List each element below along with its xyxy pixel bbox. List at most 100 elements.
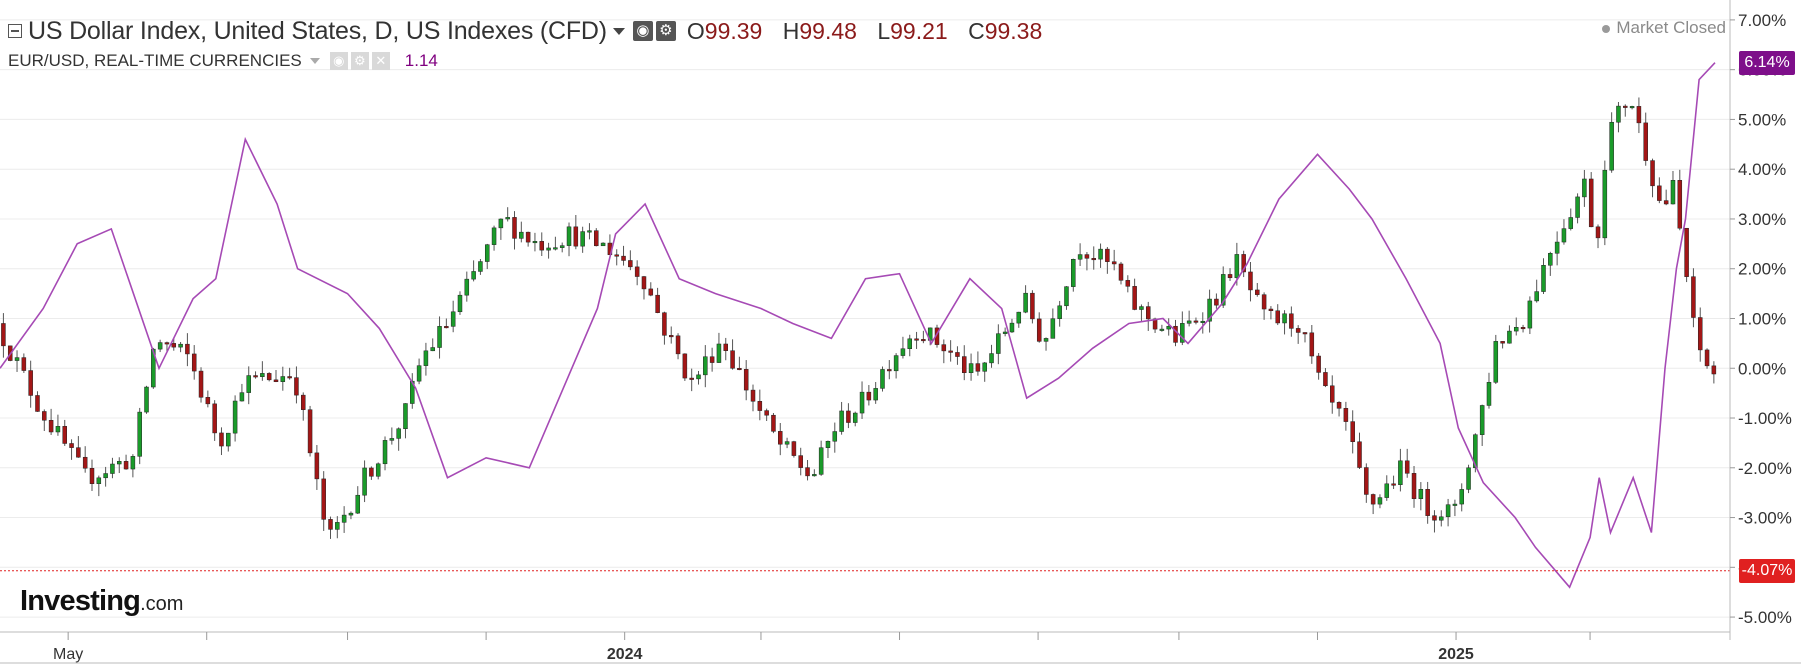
candle-up (703, 356, 708, 376)
candle-up (1057, 305, 1062, 319)
candle-down (764, 410, 769, 416)
candle-down (212, 403, 217, 434)
candle-up (852, 412, 858, 423)
candle-up (1200, 320, 1206, 323)
candle-down (1214, 298, 1219, 306)
candle-up (1234, 254, 1240, 279)
candle-down (164, 342, 170, 345)
collapse-icon[interactable] (8, 24, 22, 38)
candle-down (1193, 320, 1199, 323)
candle-up (232, 400, 238, 434)
eurusd-last-value-badge: 6.14% (1739, 50, 1795, 75)
candle-up (103, 473, 108, 479)
candle-down (846, 410, 851, 423)
eye-icon[interactable]: ◉ (329, 52, 348, 70)
candle-down (1500, 341, 1505, 344)
candle-up (1507, 330, 1512, 344)
candle-up (880, 369, 885, 389)
candle-up (812, 474, 817, 477)
candle-down (1261, 294, 1267, 310)
candle-down (1704, 349, 1710, 367)
caret-down-icon[interactable] (612, 27, 625, 35)
candle-down (737, 368, 742, 371)
candle-up (1561, 228, 1567, 243)
main-series-title[interactable]: US Dollar Index, United States, D, US In… (28, 16, 607, 45)
candle-up (1527, 300, 1533, 329)
candle-up (396, 428, 401, 439)
candle-up (1166, 325, 1171, 330)
candle-down (1173, 325, 1178, 343)
candle-up (519, 231, 524, 239)
candle-down (1295, 328, 1301, 333)
compare-series-value: 1.14 (404, 51, 438, 70)
ohlc-open-value: 99.39 (704, 17, 763, 44)
candle-down (641, 276, 647, 290)
candle-up (341, 514, 347, 523)
candle-down (512, 217, 517, 239)
candle-up (14, 357, 20, 361)
candle-up (1629, 106, 1635, 109)
candle-up (716, 343, 722, 363)
candle-down (1425, 489, 1430, 516)
candle-down (1105, 248, 1110, 262)
candle-down (1643, 122, 1648, 161)
candle-down (689, 377, 694, 380)
candle-up (1486, 382, 1492, 406)
candle-down (866, 391, 872, 401)
candle-down (771, 414, 776, 432)
candle-down (1241, 254, 1246, 273)
candle-up (1002, 331, 1008, 334)
ohlc-low-value: 99.21 (890, 17, 948, 44)
gear-icon[interactable]: ⚙ (350, 52, 369, 70)
close-icon[interactable]: ✕ (371, 52, 390, 70)
candle-up (989, 353, 994, 364)
candle-down (1036, 318, 1042, 342)
market-status: Market Closed (1602, 18, 1726, 38)
candle-down (1391, 483, 1396, 486)
candle-up (1377, 497, 1383, 505)
candle-up (580, 231, 585, 247)
candle-down (171, 343, 177, 348)
ohlc-low-key: L (877, 17, 891, 44)
candle-up (362, 467, 367, 496)
candle-down (975, 363, 981, 372)
candle-up (110, 463, 115, 474)
y-tick-label: 5.00% (1738, 110, 1786, 129)
candle-down (273, 379, 279, 382)
candle-down (1146, 306, 1151, 320)
candle-down (1684, 227, 1689, 277)
candle-up (423, 350, 429, 366)
candle-up (893, 355, 899, 372)
candle-up (1609, 121, 1614, 171)
candle-up (348, 512, 354, 516)
candle-up (55, 426, 61, 433)
candle-up (450, 311, 456, 327)
dollar-index-candles (1, 97, 1717, 539)
candle-down (123, 461, 129, 470)
candle-down (76, 447, 81, 458)
candle-up (1016, 311, 1022, 324)
compare-series-title[interactable]: EUR/USD, REAL-TIME CURRENCIES (8, 51, 302, 70)
candle-down (525, 231, 531, 243)
candle-down (21, 357, 27, 371)
candle-down (1125, 280, 1131, 287)
candle-up (1186, 320, 1192, 324)
x-tick-label: 2025 (1438, 646, 1474, 663)
candle-down (948, 350, 953, 353)
candle-down (709, 356, 715, 363)
eye-icon[interactable]: ◉ (632, 21, 653, 41)
candle-up (532, 241, 538, 244)
gear-icon[interactable]: ⚙ (655, 21, 676, 41)
candle-up (1670, 180, 1676, 205)
caret-down-icon[interactable] (309, 58, 320, 64)
candle-down (539, 241, 545, 251)
candle-down (1248, 271, 1253, 291)
x-tick-label: 2024 (607, 646, 643, 663)
candle-up (1043, 338, 1049, 342)
candle-up (1159, 328, 1165, 331)
candle-up (859, 391, 865, 414)
candle-up (355, 494, 361, 514)
y-tick-label: -5.00% (1738, 608, 1792, 627)
x-tick-label: May (53, 646, 83, 663)
